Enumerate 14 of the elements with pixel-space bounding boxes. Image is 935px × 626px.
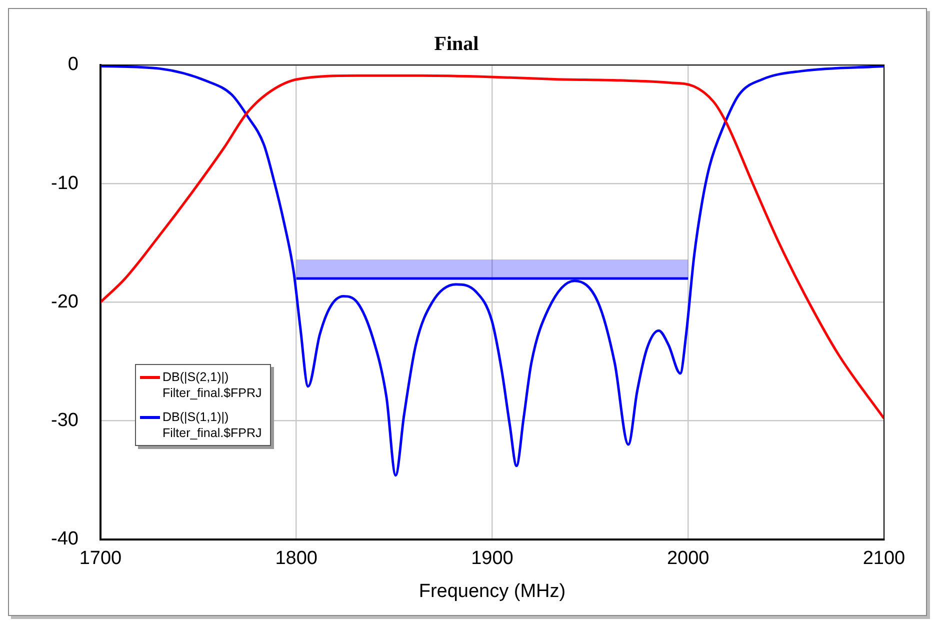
y-tick-label: 0 bbox=[68, 54, 78, 76]
x-tick-label: 2100 bbox=[862, 548, 906, 570]
x-tick-label: 2000 bbox=[666, 548, 710, 570]
legend-label: DB(|S(1,1)|) Filter_final.$FPRJ bbox=[162, 408, 262, 441]
y-tick-label: -30 bbox=[50, 410, 78, 432]
x-axis-title: Frequency (MHz) bbox=[418, 580, 566, 602]
x-tick-label: 1800 bbox=[275, 548, 318, 570]
y-tick-label: -40 bbox=[50, 528, 78, 550]
chart-title: Final bbox=[434, 33, 480, 56]
y-tick-label: -20 bbox=[50, 291, 78, 312]
x-tick-label: 1700 bbox=[79, 548, 122, 570]
y-tick-label: -10 bbox=[50, 172, 78, 194]
legend-label: DB(|S(2,1)|) Filter_final.$FPRJ bbox=[162, 368, 262, 401]
x-tick-label: 1900 bbox=[471, 548, 514, 570]
